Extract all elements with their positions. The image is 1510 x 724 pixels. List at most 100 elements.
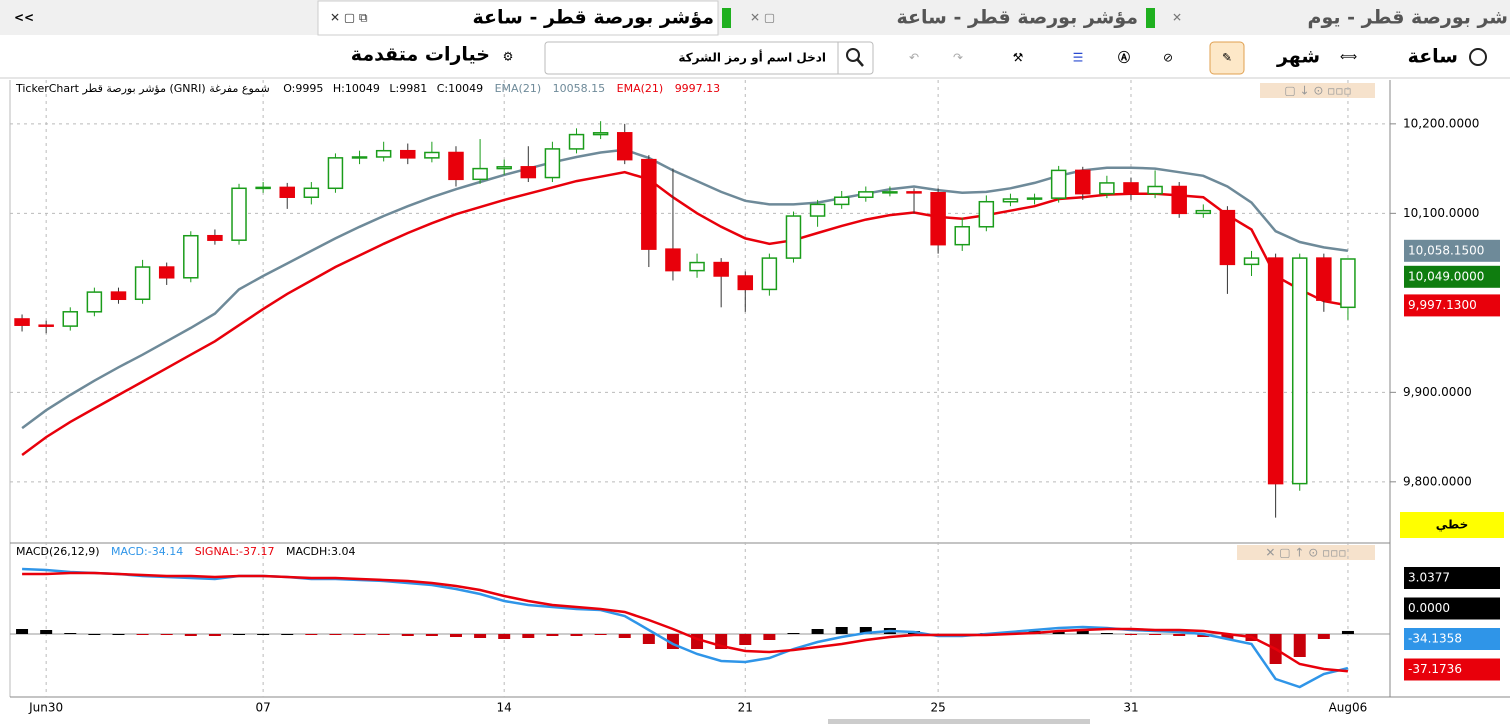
candle-body [303, 187, 320, 198]
histogram-bar [305, 634, 318, 635]
value-tag [1404, 658, 1500, 681]
candle-body [520, 166, 537, 179]
ohlc-value: 9995 [295, 82, 323, 95]
candle-body [785, 215, 802, 259]
x-tick-label: 07 [255, 701, 270, 715]
histogram-bar [835, 627, 848, 634]
tab-close[interactable]: ✕ [1172, 11, 1182, 25]
histogram-bar [16, 629, 29, 634]
candle-body [641, 158, 657, 250]
candle-body [1026, 197, 1043, 200]
x-tick-label: Aug06 [1329, 701, 1368, 715]
tools-button[interactable]: ⚒ [1013, 51, 1024, 65]
y-tick-label: 9,800.0000 [1403, 474, 1472, 488]
search-box[interactable] [544, 41, 874, 75]
candle-body [592, 132, 609, 136]
histogram-bar [64, 633, 77, 634]
candle-body [882, 191, 898, 194]
value-tag-label: 0.0000 [1408, 601, 1450, 615]
active-tab[interactable] [317, 0, 719, 36]
histogram-bar [401, 634, 414, 636]
legend-series-value: 10058.15 [553, 82, 606, 95]
histogram-bar [136, 634, 149, 635]
scale-button-label[interactable]: خطي [1436, 518, 1468, 532]
pane-control-icons[interactable]: ▢ ↓ ⊙ ▫▫▫ [1284, 84, 1351, 98]
x-tick-label: 21 [738, 701, 753, 715]
candle-body [568, 133, 585, 150]
histogram-bar [160, 634, 173, 635]
legend-series-value: 3.04 [331, 545, 356, 558]
value-tag [1404, 265, 1500, 288]
candle-body [906, 191, 922, 194]
tab-title[interactable]: مؤشر بورصة قطر - ساعة [473, 7, 714, 29]
histogram-bar [498, 634, 511, 639]
candle-body [954, 226, 970, 246]
pane-controls[interactable] [1260, 83, 1375, 98]
search-icon [856, 58, 864, 67]
interval-button[interactable]: ساعة [1408, 46, 1458, 68]
candle-body [1195, 209, 1212, 215]
value-tag-label: 10,049.0000 [1408, 269, 1484, 283]
histogram-bar [859, 627, 872, 634]
histogram-bar [1317, 634, 1330, 639]
scale-button[interactable] [1400, 512, 1504, 538]
ohlc-name: L: [389, 82, 399, 95]
draw-icon: ✎ [1222, 51, 1232, 65]
value-tag [1404, 567, 1500, 589]
indicator-button[interactable]: ⊘ [1163, 51, 1173, 65]
candle-body [1340, 258, 1356, 309]
candle-body [809, 203, 826, 217]
clock-icon [1469, 48, 1487, 66]
undo-button[interactable]: ↶ [909, 51, 919, 65]
histogram-bar [1197, 634, 1210, 637]
histogram-bar [474, 634, 487, 638]
candle-body [1219, 209, 1236, 266]
candle-body [930, 192, 946, 246]
tab-close[interactable]: ✕ ▢ ⧉ [330, 11, 368, 25]
draw-button[interactable] [1209, 41, 1245, 75]
tab-title[interactable]: شر بورصة قطر - يوم [1308, 7, 1508, 29]
histogram-bar [522, 634, 535, 638]
histogram-bar [329, 634, 342, 635]
candle-body [472, 167, 488, 181]
candle-body [1171, 185, 1187, 215]
advanced-options[interactable]: خيارات متقدمة [351, 44, 490, 66]
candle-body [1267, 257, 1284, 485]
candle-body [1147, 185, 1163, 195]
candle-body [1099, 182, 1115, 195]
x-tick-label: Jun30 [28, 701, 63, 715]
depth-button[interactable]: ☰ [1073, 51, 1084, 65]
candle-body [158, 266, 175, 279]
x-tick-label: 31 [1123, 701, 1138, 715]
alert-button[interactable]: Ⓐ [1118, 50, 1130, 65]
histogram-bar [112, 634, 125, 635]
period-button[interactable]: شهر [1276, 46, 1320, 68]
histogram-bar [546, 634, 559, 636]
pane-controls[interactable] [1237, 545, 1375, 560]
histogram-bar [184, 634, 197, 636]
candle-body [665, 248, 681, 272]
tab-close[interactable]: ✕ ▢ [750, 11, 775, 25]
scrollbar[interactable] [828, 719, 1090, 724]
histogram-bar [1124, 634, 1137, 635]
candle-body [737, 275, 754, 291]
candle-body [62, 311, 79, 327]
ema-line [21, 148, 1349, 430]
pane-control-icons[interactable]: ✕ ▢ ↑ ⊙ ▫▫▫ [1265, 546, 1346, 560]
redo-button[interactable]: ↷ [953, 51, 963, 65]
collapse-button[interactable]: << [14, 11, 34, 25]
legend-series-name: MACD: [111, 545, 148, 558]
tab-title[interactable]: مؤشر بورصة قطر - ساعة [897, 7, 1138, 29]
search-icon [846, 48, 860, 62]
legend-series-value: -37.17 [239, 545, 274, 558]
candle-body [448, 151, 464, 181]
histogram-bar [763, 634, 776, 640]
histogram-bar [594, 634, 607, 635]
ema-line [21, 170, 1349, 457]
search-placeholder: ادخل اسم أو رمز الشركة [678, 50, 826, 66]
histogram-bar [281, 634, 294, 635]
ohlc-value: 10049 [345, 82, 380, 95]
candle-body [110, 291, 127, 301]
ohlc-name: O: [283, 82, 295, 95]
